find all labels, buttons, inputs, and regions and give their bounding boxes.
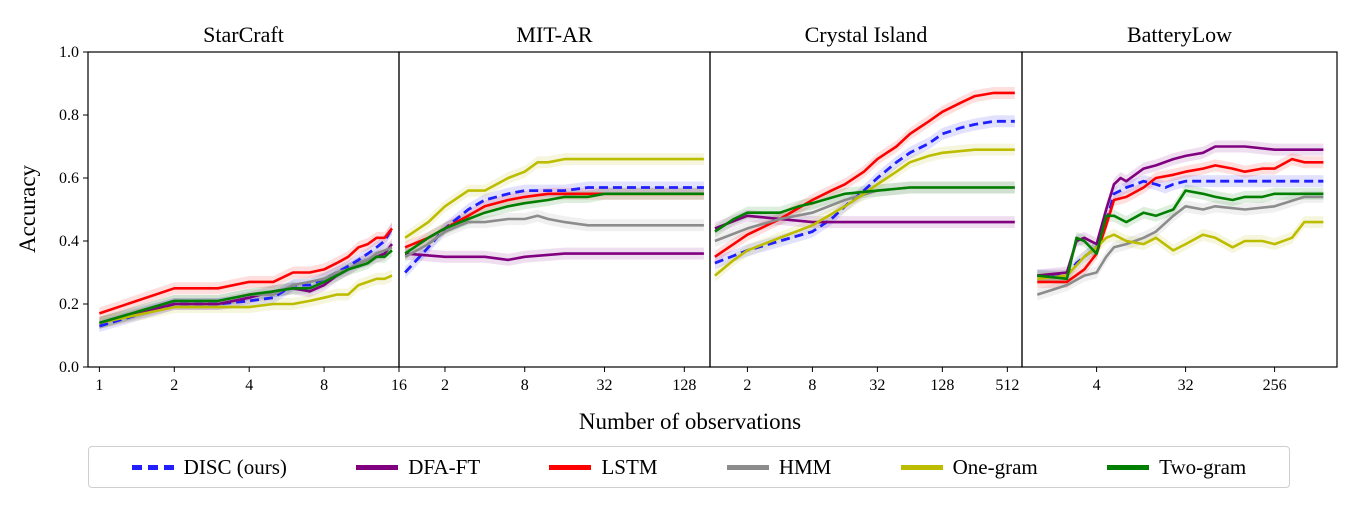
panel-title: MIT-AR: [516, 22, 593, 47]
series-line-dfa-ft: [404, 252, 704, 262]
chart-panel-0: StarCraft 1 2 4 8 16 0.0 0.2 0.4 0.6 0.8 1.0: [59, 22, 407, 394]
series-line-disc-ours-: [404, 186, 704, 274]
series-band: [1037, 190, 1324, 301]
x-axis-label: Number of observations: [579, 409, 801, 434]
series-band: [405, 247, 704, 266]
x-tick-label: 4: [1093, 377, 1101, 394]
series-band: [1037, 216, 1324, 285]
series-line-two-gram: [1037, 189, 1324, 281]
series-band: [714, 86, 1015, 263]
chart-panel-1: MIT-AR 2 8 32 128: [398, 22, 711, 394]
panel-title: BatteryLow: [1127, 22, 1232, 47]
x-tick-label: 32: [597, 377, 613, 394]
legend-swatch-dfa-ft: [356, 464, 399, 470]
series-line-two-gram: [714, 186, 1015, 233]
series-line-hmm: [404, 214, 704, 258]
series-line-disc-ours-: [714, 119, 1015, 265]
series-line-one-gram: [714, 148, 1015, 277]
x-tick-label: 2: [441, 377, 449, 394]
y-tick-label: 0.8: [59, 107, 79, 124]
series-line-dfa-ft: [714, 214, 1015, 230]
series-line-two-gram: [99, 249, 393, 325]
legend-label-two-gram: Two-gram: [1159, 454, 1247, 479]
panel-title: StarCraft: [203, 22, 284, 47]
x-tick-label: 2: [743, 377, 751, 394]
legend-label-one-gram: One-gram: [952, 454, 1038, 479]
chart-panel-2: Crystal Island 2 8 32 128 512: [709, 22, 1023, 394]
legend-label-hmm: HMM: [778, 454, 832, 479]
y-tick-label: 0.2: [59, 296, 79, 313]
legend-label-lstm: LSTM: [601, 454, 658, 479]
series-line-lstm: [98, 227, 394, 315]
x-tick-label: 8: [521, 377, 529, 394]
series-band: [1037, 175, 1324, 282]
x-tick-label: 8: [808, 377, 816, 394]
y-axis-label: Accuracy: [15, 164, 40, 253]
legend-item-dfa-ft: DFA-FT: [356, 455, 480, 480]
x-tick-label: 512: [995, 377, 1019, 394]
legend-item-lstm: LSTM: [549, 454, 658, 480]
chart-panel-3: BatteryLow 4 32 256: [1021, 22, 1338, 394]
y-tick-label: 1.0: [59, 44, 79, 61]
legend-swatch-hmm: [726, 464, 769, 470]
legend: DISC (ours) DFA-FT LSTM HMM One-gram Two…: [88, 446, 1290, 488]
y-tick-label: 0.0: [59, 359, 79, 376]
legend-item-one-gram: One-gram: [900, 454, 1038, 480]
legend-swatch-disc: [131, 464, 174, 470]
series-line-two-gram: [404, 192, 704, 255]
series-band: [1037, 140, 1324, 282]
x-tick-label: 16: [391, 377, 407, 394]
chart-panels: StarCraft 1 2 4 8 16 0.0 0.2 0.4 0.6 0.8 1.0 MIT-AR 2…: [59, 22, 1338, 394]
x-tick-label: 32: [869, 377, 885, 394]
x-tick-label: 128: [672, 377, 696, 394]
plot-frame: [1021, 51, 1338, 368]
series-line-dfa-ft: [1037, 145, 1324, 277]
x-tick-label: 32: [1178, 377, 1194, 394]
x-tick-label: 256: [1263, 377, 1287, 394]
series-line-lstm: [714, 91, 1015, 258]
legend-label-dfa-ft: DFA-FT: [408, 454, 481, 479]
x-tick-label: 1: [95, 377, 103, 394]
legend-item-hmm: HMM: [726, 454, 832, 480]
legend-swatch-one-gram: [900, 464, 943, 470]
legend-label-disc: DISC (ours): [183, 454, 287, 479]
y-tick-label: 0.6: [59, 170, 79, 187]
panel-title: Crystal Island: [805, 22, 928, 47]
x-tick-label: 2: [170, 377, 178, 394]
series-line-one-gram: [99, 274, 393, 325]
y-tick-label: 0.4: [59, 233, 79, 250]
series-line-one-gram: [404, 157, 704, 239]
x-tick-label: 128: [930, 377, 954, 394]
legend-item-two-gram: Two-gram: [1107, 455, 1246, 480]
x-tick-label: 4: [245, 377, 253, 394]
legend-item-disc: DISC (ours): [131, 454, 287, 480]
series-band: [99, 269, 393, 329]
legend-swatch-two-gram: [1107, 464, 1150, 470]
x-tick-label: 8: [320, 377, 328, 394]
series-line-hmm: [1036, 195, 1324, 296]
series-band: [405, 181, 704, 279]
series-band: [405, 153, 704, 244]
legend-swatch-lstm: [549, 464, 592, 470]
